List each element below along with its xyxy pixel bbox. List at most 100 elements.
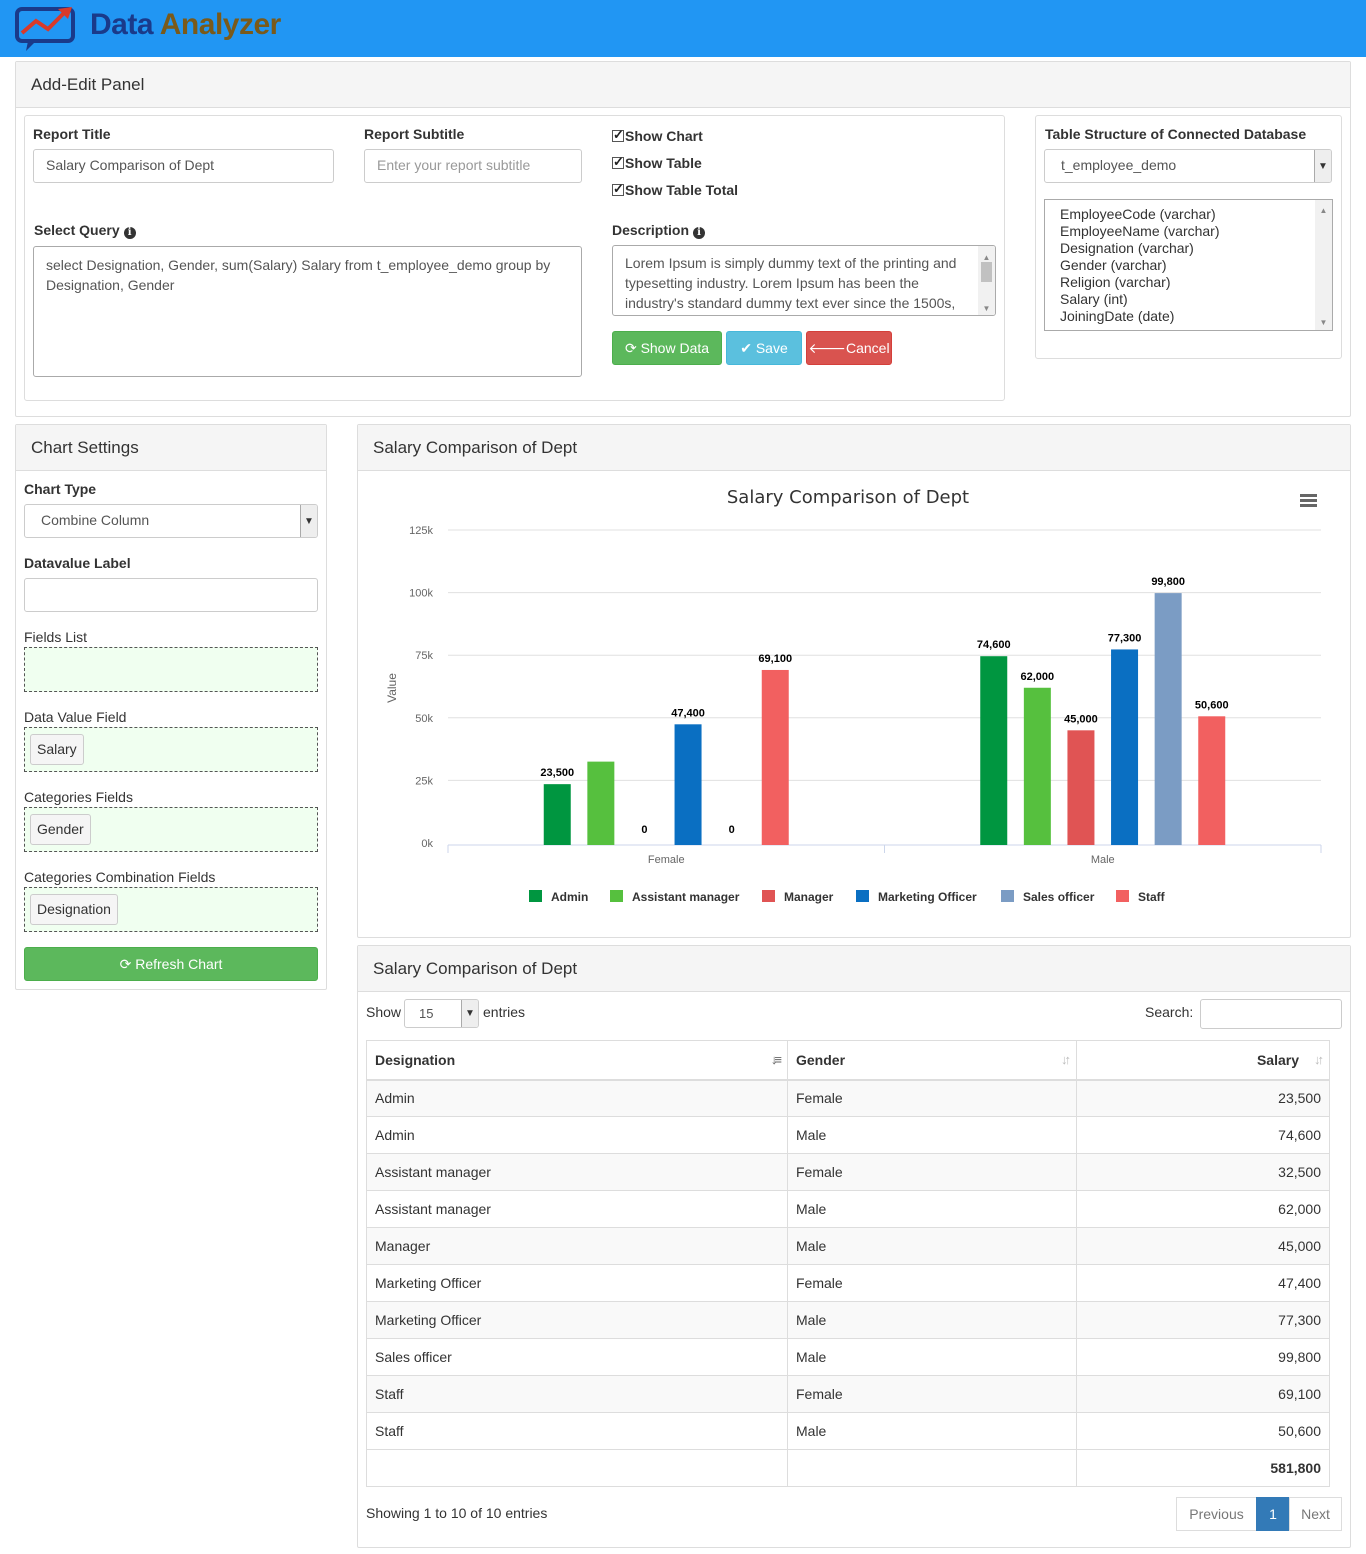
top-bar: Data Analyzer: [0, 0, 1366, 57]
chevron-down-icon[interactable]: ▼: [461, 1000, 478, 1027]
table-select[interactable]: t_employee_demo ▼: [1044, 149, 1332, 183]
gender-cell: Female: [787, 1375, 1077, 1413]
column-option[interactable]: EmployeeName (varchar): [1060, 223, 1220, 239]
column-header-salary[interactable]: Salary ↓↑: [1076, 1040, 1330, 1081]
report-subtitle-input[interactable]: Enter your report subtitle: [364, 149, 582, 183]
y-axis-label: Value: [385, 673, 399, 703]
column-option[interactable]: JoiningDate (date): [1060, 308, 1175, 324]
show-table-checkbox[interactable]: Show Table: [612, 154, 702, 171]
menu-icon[interactable]: [1300, 499, 1317, 502]
column-option[interactable]: Religion (varchar): [1060, 274, 1171, 290]
column-option[interactable]: Gender (varchar): [1060, 257, 1167, 273]
data-label: 69,100: [758, 653, 792, 665]
gender-cell: Male: [787, 1412, 1077, 1450]
scroll-down-icon[interactable]: ▼: [1319, 318, 1328, 327]
categories-combination-dropzone[interactable]: Designation: [24, 887, 318, 932]
fields-list-dropzone[interactable]: [24, 647, 318, 692]
show-table-total-checkbox[interactable]: Show Table Total: [612, 181, 738, 198]
table-total-row: 581,800: [366, 1449, 1330, 1487]
data-label: 99,800: [1151, 576, 1185, 588]
table-row: Assistant manager Female 32,500: [366, 1153, 1330, 1191]
legend-swatch[interactable]: [529, 890, 542, 902]
sort-icon[interactable]: ↓↑: [1314, 1052, 1324, 1067]
legend-swatch[interactable]: [856, 890, 869, 902]
data-label: 50,600: [1195, 699, 1229, 711]
legend-swatch[interactable]: [1116, 890, 1129, 902]
x-tick-label: Female: [648, 854, 685, 866]
bar-female-assistant-manager: [587, 761, 615, 845]
field-chip-designation[interactable]: Designation: [30, 894, 118, 925]
column-option[interactable]: EmployeeCode (varchar): [1060, 206, 1216, 222]
salary-cell: 62,000: [1076, 1190, 1330, 1228]
info-icon[interactable]: i: [123, 227, 136, 239]
legend-item[interactable]: Staff: [1138, 890, 1166, 904]
gender-cell: Male: [787, 1116, 1077, 1154]
categories-fields-dropzone[interactable]: Gender: [24, 807, 318, 852]
save-button[interactable]: ✔ Save: [726, 331, 802, 365]
legend-swatch[interactable]: [762, 890, 775, 902]
legend-item[interactable]: Manager: [784, 890, 834, 904]
chevron-down-icon[interactable]: ▼: [1314, 150, 1331, 182]
chevron-down-icon[interactable]: ▼: [300, 505, 317, 537]
bar-male-staff: [1198, 716, 1226, 845]
data-value-field-label: Data Value Field: [24, 709, 127, 725]
legend-swatch[interactable]: [610, 890, 623, 902]
scroll-down-icon[interactable]: ▼: [982, 304, 991, 313]
search-input[interactable]: [1200, 999, 1342, 1029]
chart-type-select[interactable]: Combine Column ▼: [24, 504, 318, 538]
table-row: Manager Male 45,000: [366, 1227, 1330, 1265]
description-scrollbar[interactable]: ▲ ▼: [978, 246, 995, 315]
legend-item[interactable]: Admin: [551, 890, 588, 904]
checkbox-checked-icon: [612, 127, 624, 143]
table-row: Staff Male 50,600: [366, 1412, 1330, 1450]
column-header-gender[interactable]: Gender ↓↑: [787, 1040, 1077, 1081]
info-icon[interactable]: i: [693, 227, 706, 239]
datavalue-input[interactable]: [24, 578, 318, 612]
check-icon: ✔: [740, 340, 752, 356]
refresh-chart-button[interactable]: ⟳ Refresh Chart: [24, 947, 318, 981]
table-row: Admin Female 23,500: [366, 1079, 1330, 1117]
cancel-button[interactable]: 🡐Cancel: [806, 331, 892, 365]
column-option[interactable]: Designation (varchar): [1060, 240, 1194, 256]
scroll-up-icon[interactable]: ▲: [982, 253, 991, 262]
refresh-icon: ⟳: [119, 956, 132, 972]
data-value-field-dropzone[interactable]: Salary: [24, 727, 318, 772]
add-edit-panel-title: Add-Edit Panel: [16, 62, 1350, 108]
menu-icon[interactable]: [1300, 494, 1317, 497]
data-label: 45,000: [1064, 713, 1098, 725]
bar-female-admin: [543, 784, 571, 845]
bar-male-admin: [980, 656, 1008, 845]
salary-cell: 45,000: [1076, 1227, 1330, 1265]
legend-item[interactable]: Assistant manager: [632, 890, 740, 904]
entries-select[interactable]: 15 ▼: [404, 999, 479, 1028]
description-textarea[interactable]: Lorem Ipsum is simply dummy text of the …: [612, 245, 996, 316]
menu-icon[interactable]: [1300, 504, 1317, 507]
scroll-up-icon[interactable]: ▲: [1319, 206, 1328, 215]
columns-scrollbar[interactable]: ▲ ▼: [1315, 200, 1332, 330]
salary-cell: 47,400: [1076, 1264, 1330, 1302]
sort-icon[interactable]: ↓↑: [1061, 1052, 1071, 1067]
field-chip-salary[interactable]: Salary: [30, 734, 84, 765]
legend-item[interactable]: Marketing Officer: [878, 890, 977, 904]
page-1-button[interactable]: 1: [1256, 1497, 1290, 1531]
select-query-textarea[interactable]: select Designation, Gender, sum(Salary) …: [33, 246, 582, 377]
column-header-designation[interactable]: Designation ↓≡: [366, 1040, 788, 1081]
legend-swatch[interactable]: [1001, 890, 1014, 902]
sort-ascending-icon[interactable]: ↓≡: [770, 1052, 782, 1067]
salary-table: Designation ↓≡ Gender ↓↑ Salary ↓↑ Admin Fem…: [366, 1040, 1330, 1487]
columns-listbox[interactable]: EmployeeCode (varchar) EmployeeName (varc…: [1044, 199, 1333, 331]
show-chart-checkbox[interactable]: Show Chart: [612, 127, 703, 144]
next-page-button[interactable]: Next: [1289, 1497, 1342, 1531]
previous-page-button[interactable]: Previous: [1176, 1497, 1257, 1531]
search-label: Search:: [1145, 1004, 1194, 1020]
salary-chart: Salary Comparison of Dept 0k 25k 50k 75k 100k…: [385, 487, 1322, 904]
salary-cell: 50,600: [1076, 1412, 1330, 1450]
legend-item[interactable]: Sales officer: [1023, 890, 1095, 904]
column-option[interactable]: Salary (int): [1060, 291, 1128, 307]
show-data-button[interactable]: ⟳ Show Data: [612, 331, 722, 365]
y-tick-label: 0k: [421, 838, 433, 850]
field-chip-gender[interactable]: Gender: [30, 814, 91, 845]
report-title-input[interactable]: Salary Comparison of Dept: [33, 149, 334, 183]
designation-cell: Admin: [366, 1116, 788, 1154]
scroll-thumb[interactable]: [981, 262, 992, 282]
